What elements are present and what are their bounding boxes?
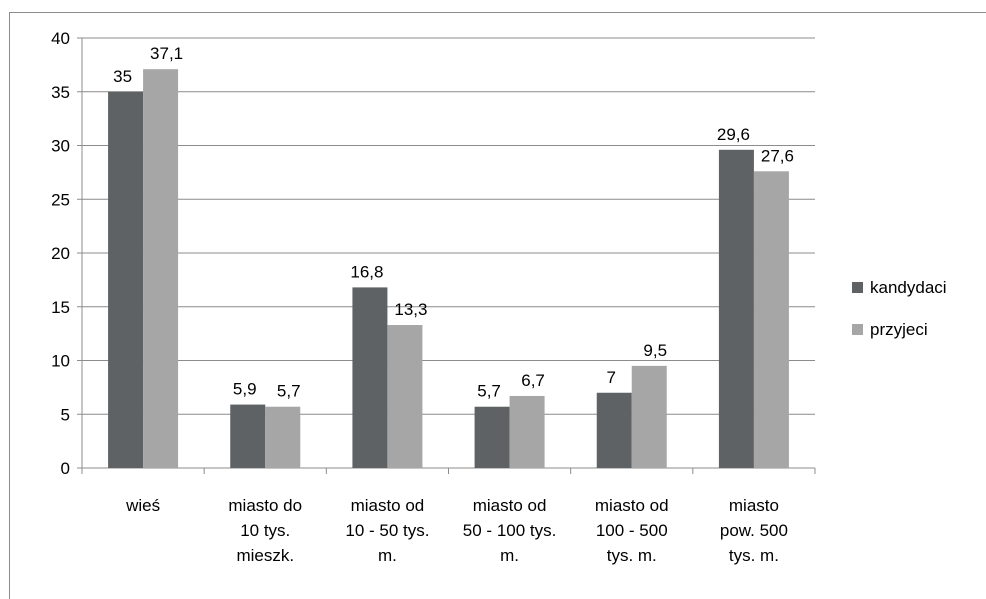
legend-label-przyjeci: przyjeci	[870, 320, 928, 339]
data-label: 29,6	[717, 125, 750, 144]
data-label: 16,8	[350, 262, 383, 281]
bar-przyjeci	[753, 171, 789, 469]
chart-border-top	[9, 12, 986, 13]
x-tick-label: 10 - 50 tys.	[345, 521, 429, 540]
legend-label-kandydaci: kandydaci	[870, 278, 947, 297]
y-tick-label: 35	[51, 83, 70, 102]
bar-kandydaci	[230, 404, 266, 468]
data-label: 13,3	[394, 300, 427, 319]
x-tick-label: 100 - 500	[596, 521, 668, 540]
legend-swatch-kandydaci	[852, 282, 863, 293]
bar-kandydaci	[474, 406, 510, 468]
y-tick-label: 30	[51, 137, 70, 156]
data-label: 5,7	[277, 382, 301, 401]
x-tick-label: miasto	[729, 496, 779, 515]
y-tick-label: 20	[51, 244, 70, 263]
y-tick-label: 40	[51, 29, 70, 48]
bar-przyjeci	[387, 325, 423, 468]
y-tick-label: 15	[51, 298, 70, 317]
x-tick-label: wieś	[125, 496, 160, 515]
x-tick-label: mieszk.	[236, 546, 294, 565]
x-tick-label: tys. m.	[729, 546, 779, 565]
bar-przyjeci	[509, 395, 545, 468]
bar-kandydaci	[352, 287, 388, 468]
x-tick-label: miasto od	[473, 496, 547, 515]
bar-przyjeci	[143, 69, 179, 469]
x-tick-label: m.	[378, 546, 397, 565]
bar-przyjeci	[631, 365, 667, 468]
legend-swatch-przyjeci	[852, 324, 863, 335]
y-tick-label: 0	[61, 459, 70, 478]
bar-kandydaci	[596, 392, 632, 468]
data-label: 27,6	[761, 146, 794, 165]
data-label: 35	[113, 67, 132, 86]
x-tick-label: miasto od	[351, 496, 425, 515]
x-tick-label: pow. 500	[720, 521, 788, 540]
y-tick-label: 10	[51, 352, 70, 371]
bar-kandydaci	[108, 91, 144, 468]
data-label: 9,5	[643, 341, 667, 360]
bar-kandydaci	[718, 149, 754, 469]
y-tick-label: 5	[61, 405, 70, 424]
x-tick-label: tys. m.	[607, 546, 657, 565]
data-label: 6,7	[521, 371, 545, 390]
chart-border-left	[9, 12, 10, 599]
data-label: 5,9	[233, 380, 257, 399]
bar-przyjeci	[265, 406, 301, 468]
data-label: 7	[607, 368, 616, 387]
x-tick-label: miasto od	[595, 496, 669, 515]
x-tick-label: 10 tys.	[240, 521, 290, 540]
data-label: 37,1	[150, 44, 183, 63]
data-label: 5,7	[477, 382, 501, 401]
x-tick-label: 50 - 100 tys.	[463, 521, 557, 540]
x-tick-label: miasto do	[228, 496, 302, 515]
y-tick-label: 25	[51, 190, 70, 209]
x-tick-label: m.	[500, 546, 519, 565]
